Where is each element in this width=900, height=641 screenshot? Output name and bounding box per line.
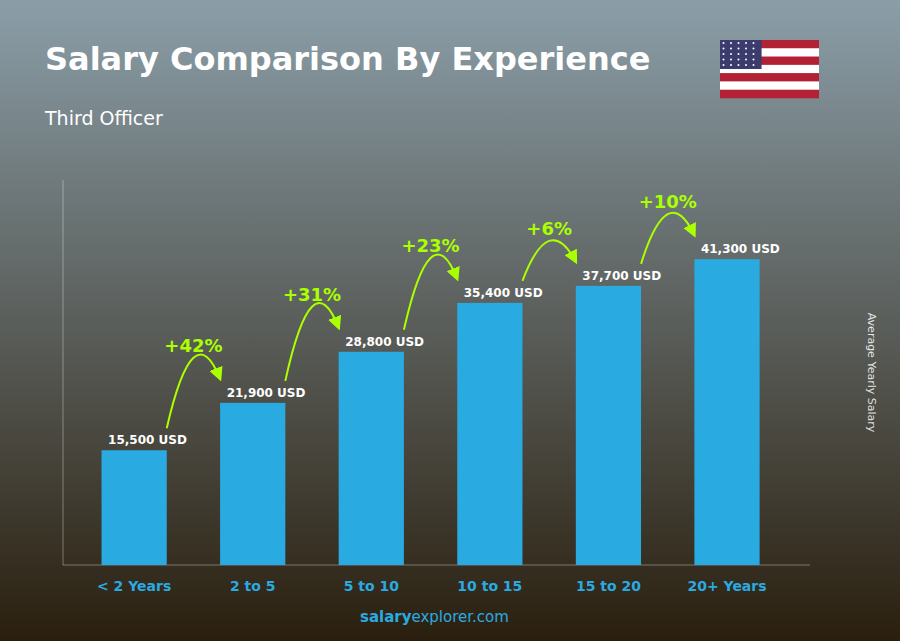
- subtitle: Third Officer: [44, 107, 163, 129]
- flag-star: [745, 64, 747, 66]
- bar: [339, 352, 404, 565]
- flag-stripe: [720, 90, 819, 99]
- flag-star: [745, 53, 747, 55]
- flag-star: [738, 42, 740, 44]
- flag-star: [745, 42, 747, 44]
- x-tick-label: 2 to 5: [230, 578, 276, 594]
- flag-star: [730, 42, 732, 44]
- flag-star: [730, 48, 732, 50]
- change-label: +10%: [639, 191, 697, 212]
- bars: [102, 259, 760, 565]
- change-arrow: [522, 240, 575, 281]
- value-label: 28,800 USD: [345, 335, 424, 349]
- value-label: 15,500 USD: [108, 433, 187, 447]
- flag-star: [753, 64, 755, 66]
- bar: [220, 403, 285, 565]
- change-label: +23%: [401, 235, 459, 256]
- footer-bold: salary: [360, 608, 412, 626]
- change-label: +6%: [526, 218, 572, 239]
- flag-star: [753, 48, 755, 50]
- flag-star: [738, 48, 740, 50]
- flag-stripe: [720, 81, 819, 90]
- flag-star: [738, 53, 740, 55]
- value-label: 41,300 USD: [701, 242, 780, 256]
- x-tick-label: 15 to 20: [576, 578, 641, 594]
- change-arrow: [404, 254, 457, 329]
- bar: [457, 303, 522, 565]
- flag-star: [723, 48, 725, 50]
- flag-canton: [720, 40, 762, 69]
- x-tick-label: 5 to 10: [344, 578, 400, 594]
- chart: Salary Comparison By Experience Third Off…: [0, 0, 900, 641]
- change-arrow: [285, 303, 338, 381]
- y-axis-line: [63, 180, 64, 565]
- flag-star: [738, 59, 740, 61]
- value-label: 35,400 USD: [464, 286, 543, 300]
- flag-star: [730, 53, 732, 55]
- flag-star: [723, 64, 725, 66]
- y-axis-label: Average Yearly Salary: [865, 313, 878, 433]
- bar: [694, 259, 759, 565]
- flag-star: [723, 53, 725, 55]
- flag-stripe: [720, 73, 819, 82]
- flag-star: [730, 59, 732, 61]
- flag-star: [745, 48, 747, 50]
- x-tick-label: 10 to 15: [457, 578, 522, 594]
- x-tick-label: < 2 Years: [97, 578, 171, 594]
- flag-star: [753, 53, 755, 55]
- value-label: 37,700 USD: [582, 269, 661, 283]
- flag-star: [723, 59, 725, 61]
- change-label: +42%: [164, 335, 222, 356]
- flag-star: [753, 42, 755, 44]
- flag-star: [753, 59, 755, 61]
- value-label: 21,900 USD: [227, 386, 306, 400]
- bar: [576, 286, 641, 565]
- flag-star: [738, 64, 740, 66]
- x-tick-label: 20+ Years: [687, 578, 766, 594]
- footer-normal: explorer.com: [412, 608, 509, 626]
- flag: [720, 40, 819, 98]
- title: Salary Comparison By Experience: [45, 40, 650, 78]
- change-arrow: [167, 355, 220, 429]
- flag-star: [745, 59, 747, 61]
- flag-star: [730, 64, 732, 66]
- background: [0, 0, 900, 641]
- change-arrow: [641, 213, 694, 264]
- flag-star: [723, 42, 725, 44]
- change-label: +31%: [283, 284, 341, 305]
- bar: [102, 450, 167, 565]
- footer: salaryexplorer.com: [360, 608, 509, 626]
